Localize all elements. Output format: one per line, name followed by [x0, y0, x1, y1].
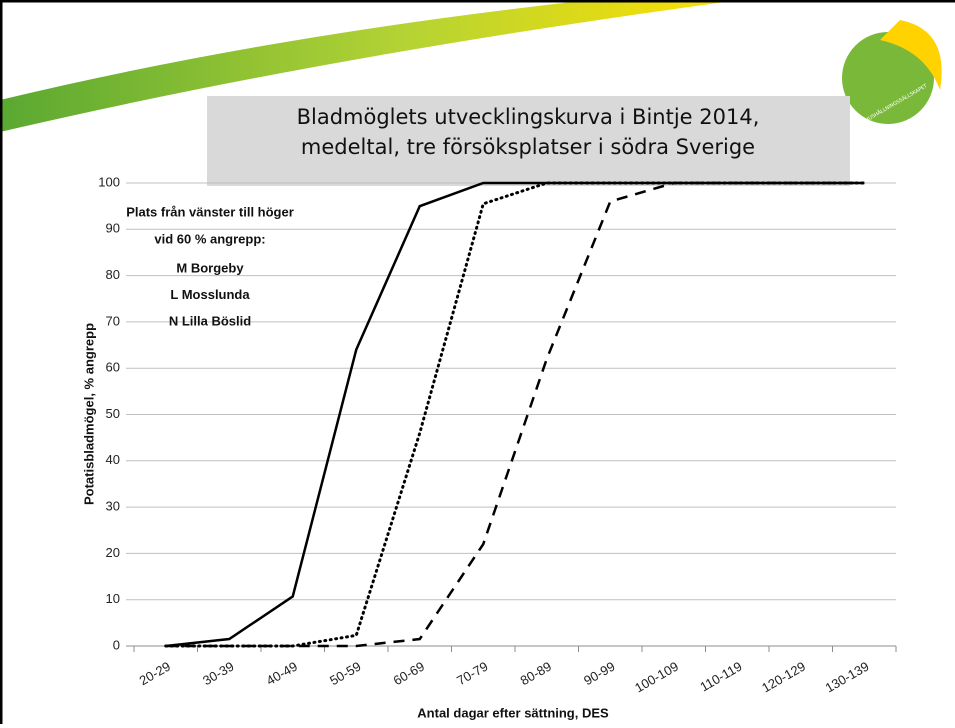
x-tick-label: 130-139 [823, 659, 872, 696]
series-name: M Borgeby [176, 260, 244, 275]
x-tick-label: 60-69 [391, 659, 427, 689]
x-axis-title: Antal dagar efter sättning, DES [417, 705, 609, 720]
title-box [207, 96, 850, 186]
x-tick-label: 30-39 [200, 659, 236, 689]
x-tick-label: 40-49 [264, 659, 300, 689]
annotation: vid 60 % angrepp: [154, 231, 265, 246]
x-tick-label: 80-89 [518, 659, 554, 689]
y-tick-label: 60 [106, 360, 120, 375]
annotation: Plats från vänster till höger [126, 204, 294, 219]
chart-title: medeltal, tre försöksplatser i södra Sve… [301, 135, 755, 159]
y-tick-label: 0 [113, 637, 120, 652]
logo-circle [842, 32, 934, 124]
x-tick-label: 50-59 [327, 659, 363, 689]
y-tick-label: 50 [106, 406, 120, 421]
series-name: N Lilla Böslid [169, 313, 251, 328]
logo-leaf [880, 20, 942, 90]
y-tick-label: 90 [106, 221, 120, 236]
x-tick-label: 110-119 [697, 659, 744, 695]
x-tick-label: 70-79 [454, 659, 490, 689]
y-tick-label: 10 [106, 591, 120, 606]
y-tick-label: 70 [106, 313, 120, 328]
x-tick-label: 90-99 [581, 659, 617, 689]
y-tick-label: 40 [106, 452, 120, 467]
logo: HUSHÅLLNINGSSÄLLSKAPET [842, 20, 942, 124]
x-tick-label: 120-129 [759, 659, 808, 696]
x-tick-label: 100-109 [632, 659, 681, 696]
y-tick-label: 80 [106, 267, 120, 282]
series-name: L Mosslunda [170, 287, 250, 302]
y-tick-label: 30 [106, 499, 120, 514]
y-tick-label: 20 [106, 545, 120, 560]
series-line [165, 181, 865, 648]
chart-title: Bladmöglets utvecklingskurva i Bintje 20… [297, 105, 760, 129]
y-axis-title: Potatisbladmögel, % angrepp [81, 323, 96, 505]
x-tick-label: 20-29 [137, 659, 173, 689]
y-tick-label: 100 [98, 174, 120, 189]
